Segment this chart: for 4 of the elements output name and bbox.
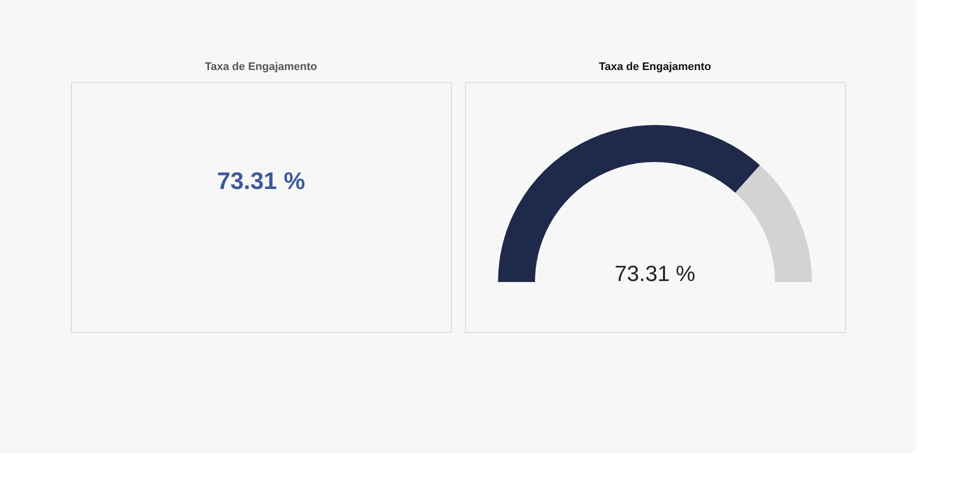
- chart-title: Taxa de Engajamento: [598, 61, 712, 73]
- text: Taxa de Engajamento: [204, 61, 318, 73]
- data-label: 73.31 %: [614, 261, 696, 286]
- text: 73.31 %: [216, 168, 306, 195]
